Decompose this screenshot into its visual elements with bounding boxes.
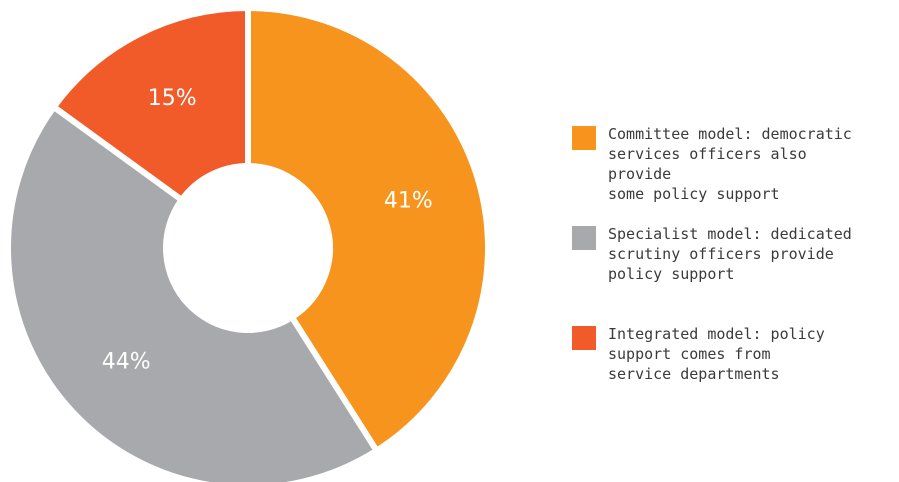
legend: Committee model: democratic services off… [572, 124, 892, 424]
donut-slice-specialist [5, 102, 381, 482]
donut-slices [5, 4, 491, 482]
legend-swatch-specialist [572, 226, 596, 250]
data-label-committee: 41% [384, 188, 433, 213]
legend-label-committee: Committee model: democratic services off… [608, 125, 852, 203]
legend-label-specialist: Specialist model: dedicated scrutiny off… [608, 225, 852, 283]
legend-swatch-integrated [572, 326, 596, 350]
donut-slice-integrated [49, 4, 251, 204]
legend-swatch-committee [572, 126, 596, 150]
data-label-specialist: 44% [102, 349, 151, 374]
legend-item-committee: Committee model: democratic services off… [572, 124, 892, 224]
legend-item-specialist: Specialist model: dedicated scrutiny off… [572, 224, 892, 324]
donut-chart: 41% 44% 15% [5, 4, 491, 482]
legend-item-integrated: Integrated model: policy support comes f… [572, 324, 892, 424]
data-label-integrated: 15% [148, 86, 197, 111]
legend-label-integrated: Integrated model: policy support comes f… [608, 325, 825, 383]
data-labels: 41% 44% 15% [102, 86, 433, 374]
